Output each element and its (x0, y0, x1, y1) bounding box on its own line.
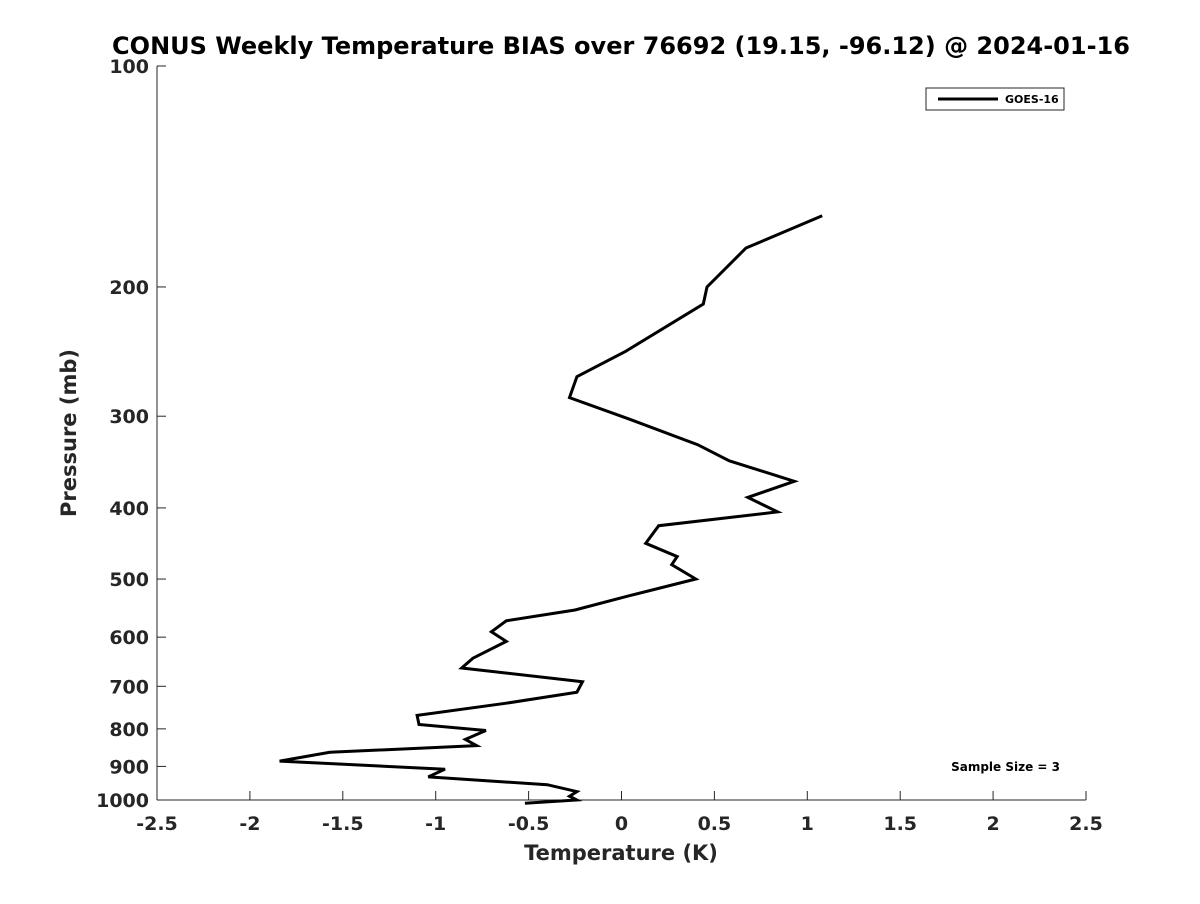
legend: GOES-16 (925, 87, 1065, 111)
sample-size-annotation: Sample Size = 3 (951, 760, 1060, 774)
x-axis-ticks: -2.5 -2 -1.5 -1 -0.5 0 0.5 1 1.5 2 2.5 (136, 791, 1103, 835)
x-tick-label: -1 (425, 813, 446, 835)
series-lines (279, 214, 823, 805)
y-tick-label: 900 (109, 756, 149, 778)
series-line-goes-16 (279, 214, 823, 805)
y-tick-label: 800 (109, 719, 149, 741)
y-tick-label: 500 (109, 569, 149, 591)
y-tick-label: 600 (109, 627, 149, 649)
x-tick-label: -0.5 (508, 813, 550, 835)
x-tick-label: 2.5 (1069, 813, 1103, 835)
y-axis-ticks: 100 200 300 400 500 600 700 800 900 1000 (96, 56, 166, 812)
x-tick-label: 2 (986, 813, 999, 835)
chart-title: CONUS Weekly Temperature BIAS over 76692… (112, 32, 1130, 60)
legend-label-goes-16: GOES-16 (1005, 93, 1059, 106)
plot-area (157, 66, 1086, 800)
x-tick-label: 0 (615, 813, 628, 835)
x-tick-label: -2 (239, 813, 260, 835)
y-tick-label: 400 (109, 498, 149, 520)
x-tick-label: 1.5 (883, 813, 917, 835)
y-tick-label: 200 (109, 277, 149, 299)
y-axis-label: Pressure (mb) (57, 349, 81, 517)
x-axis-label: Temperature (K) (524, 841, 718, 865)
y-tick-label: 100 (109, 56, 149, 78)
y-tick-label: 1000 (96, 790, 149, 812)
y-tick-label: 300 (109, 406, 149, 428)
y-tick-label: 700 (109, 676, 149, 698)
x-tick-label: 1 (801, 813, 814, 835)
x-tick-label: 0.5 (698, 813, 732, 835)
x-tick-label: -2.5 (136, 813, 178, 835)
x-tick-label: -1.5 (322, 813, 364, 835)
